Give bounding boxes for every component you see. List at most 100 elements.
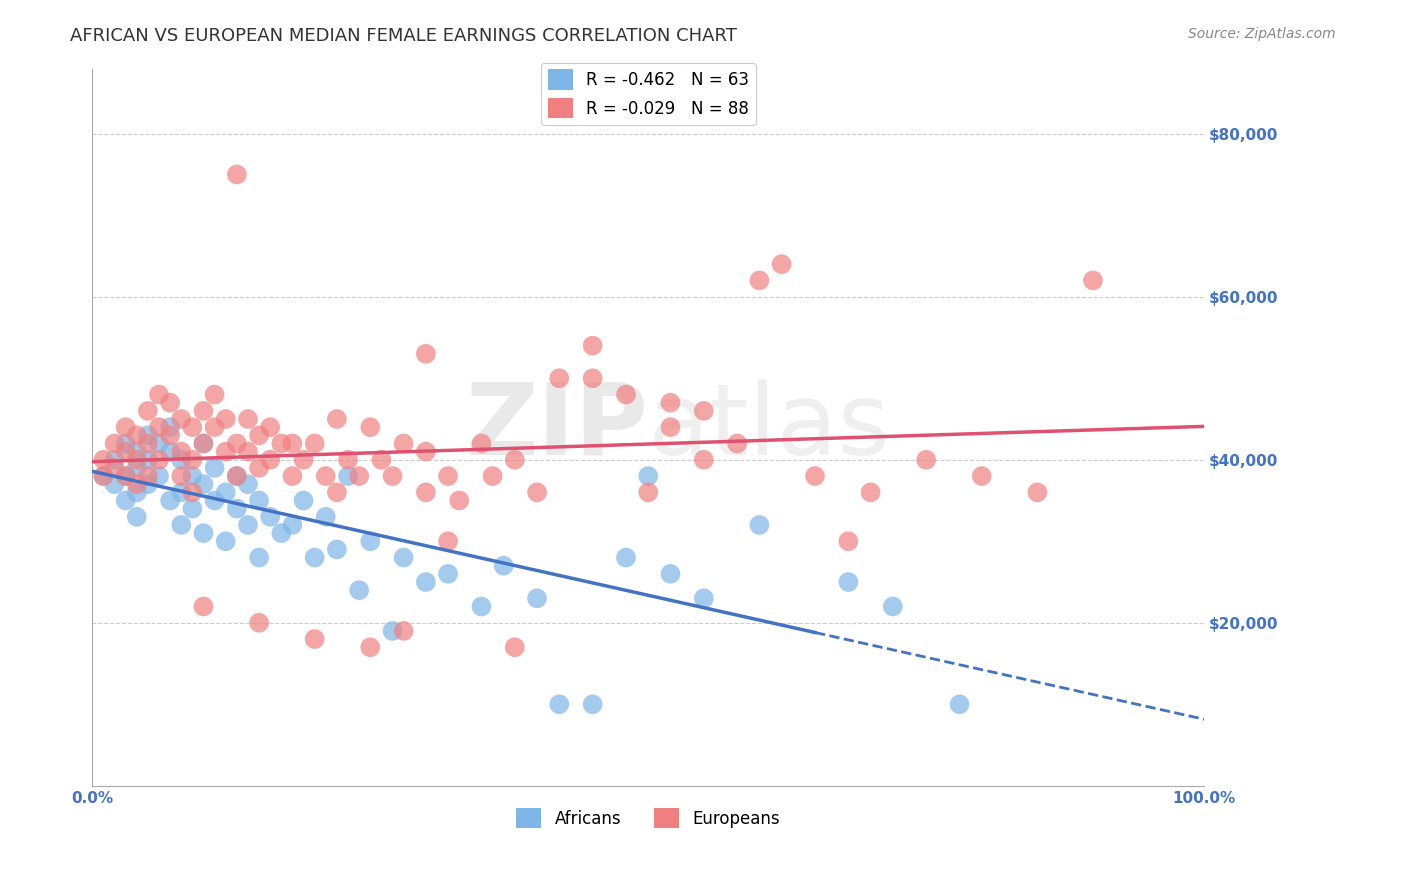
Point (548, 698, 571, 712)
Point (470, 599, 492, 614)
Point (359, 534, 381, 549)
Point (204, 420, 226, 434)
Point (225, 469, 247, 483)
Point (315, 509, 337, 524)
Point (225, 168, 247, 182)
Point (136, 469, 159, 483)
Point (270, 526, 292, 541)
Point (215, 534, 238, 549)
Point (93, 469, 115, 483)
Point (247, 550, 270, 565)
Point (181, 452, 204, 467)
Point (181, 420, 204, 434)
Point (148, 387, 170, 401)
Text: Source: ZipAtlas.com: Source: ZipAtlas.com (1188, 27, 1336, 41)
Point (392, 624, 415, 638)
Point (725, 436, 748, 450)
Point (125, 428, 148, 442)
Text: AFRICAN VS EUROPEAN MEDIAN FEMALE EARNINGS CORRELATION CHART: AFRICAN VS EUROPEAN MEDIAN FEMALE EARNIN… (70, 27, 737, 45)
Point (259, 420, 281, 434)
Point (437, 469, 460, 483)
Point (247, 615, 270, 630)
Point (326, 542, 349, 557)
Point (326, 412, 349, 426)
Point (526, 485, 548, 500)
Text: ZIP: ZIP (465, 378, 648, 475)
Point (236, 477, 259, 491)
Point (304, 550, 326, 565)
Point (614, 387, 637, 401)
Point (170, 444, 193, 458)
Point (259, 509, 281, 524)
Point (915, 452, 938, 467)
Point (170, 518, 193, 533)
Point (114, 493, 136, 508)
Point (170, 452, 193, 467)
Point (236, 518, 259, 533)
Point (437, 566, 460, 581)
Point (637, 469, 659, 483)
Point (148, 436, 170, 450)
Point (614, 550, 637, 565)
Point (748, 273, 770, 287)
Point (548, 371, 571, 385)
Point (193, 477, 215, 491)
Point (159, 493, 181, 508)
Point (347, 583, 370, 598)
Point (181, 501, 204, 516)
Point (215, 444, 238, 458)
Point (492, 558, 515, 573)
Point (159, 395, 181, 409)
Point (215, 485, 238, 500)
Point (170, 485, 193, 500)
Point (125, 485, 148, 500)
Point (281, 469, 304, 483)
Point (470, 436, 492, 450)
Point (125, 461, 148, 475)
Point (114, 469, 136, 483)
Point (193, 436, 215, 450)
Point (125, 452, 148, 467)
Point (693, 591, 716, 606)
Point (503, 640, 526, 655)
Point (359, 640, 381, 655)
Point (159, 428, 181, 442)
Point (837, 574, 859, 589)
Point (659, 395, 682, 409)
Point (381, 469, 404, 483)
Point (748, 518, 770, 533)
Point (136, 452, 159, 467)
Point (337, 469, 360, 483)
Point (170, 469, 193, 483)
Point (837, 534, 859, 549)
Point (347, 469, 370, 483)
Point (193, 436, 215, 450)
Point (1026, 485, 1049, 500)
Point (136, 477, 159, 491)
Point (693, 404, 716, 418)
Point (882, 599, 904, 614)
Point (225, 436, 247, 450)
Point (225, 469, 247, 483)
Point (481, 469, 503, 483)
Point (370, 452, 392, 467)
Point (114, 469, 136, 483)
Point (304, 436, 326, 450)
Point (103, 436, 125, 450)
Point (93, 469, 115, 483)
Point (381, 624, 404, 638)
Point (125, 444, 148, 458)
Point (136, 428, 159, 442)
Point (148, 452, 170, 467)
Point (103, 477, 125, 491)
Point (170, 412, 193, 426)
Point (236, 444, 259, 458)
Point (103, 461, 125, 475)
Point (415, 485, 437, 500)
Point (159, 420, 181, 434)
Point (215, 412, 238, 426)
Point (304, 632, 326, 646)
Point (93, 452, 115, 467)
Point (148, 469, 170, 483)
Point (136, 436, 159, 450)
